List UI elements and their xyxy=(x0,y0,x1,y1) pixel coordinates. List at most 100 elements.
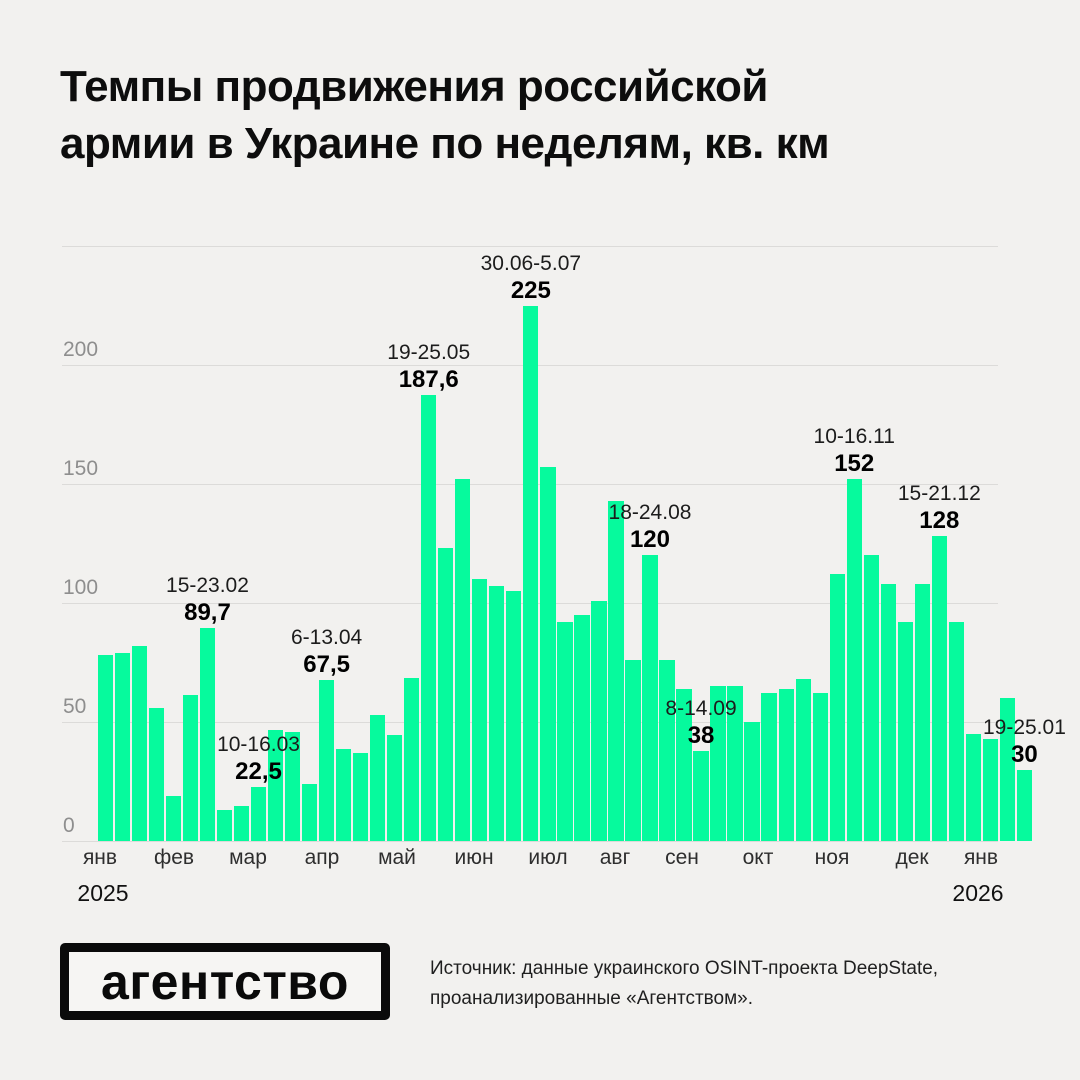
bar-week-8 xyxy=(216,810,233,841)
annotation-value: 89,7 xyxy=(184,598,231,626)
gridline-250 xyxy=(62,246,998,247)
bar-week-30 xyxy=(591,600,607,841)
bar-week-39 xyxy=(744,722,760,841)
bar-week-47 xyxy=(880,583,896,841)
bar-week-42 xyxy=(795,679,811,841)
bar-week-9 xyxy=(233,806,250,841)
annotation-date: 30.06-5.07 xyxy=(480,251,582,275)
bar-week-5 xyxy=(165,795,182,841)
bar-week-15 xyxy=(335,749,352,841)
y-axis-label-150: 150 xyxy=(63,457,99,480)
bar-week-3 xyxy=(131,645,148,841)
annotation-date: 8-14.09 xyxy=(665,696,737,720)
bar-week-26 xyxy=(523,305,539,841)
x-axis-month-4: май xyxy=(378,846,416,869)
x-axis-month-3: апр xyxy=(304,846,340,869)
source-line2: проанализированные «Агентством». xyxy=(430,988,753,1009)
bar-week-7 xyxy=(199,627,216,841)
annotation-date: 19-25.01 xyxy=(982,715,1066,739)
bar-week-1 xyxy=(97,655,113,841)
annotation-18-24.08: 18-24.08 120 xyxy=(609,501,692,553)
bar-week-50 xyxy=(931,536,947,841)
bar-week-14 xyxy=(318,680,335,841)
x-axis-month-12: янв xyxy=(963,846,999,869)
bar-week-18 xyxy=(387,735,403,841)
year-label-2026: 2026 xyxy=(952,880,1004,906)
bar-week-25 xyxy=(506,591,522,841)
bar-week-17 xyxy=(370,714,386,841)
x-axis-month-7: авг xyxy=(599,846,631,869)
x-axis-month-1: фев xyxy=(153,846,195,869)
x-axis-month-8: сен xyxy=(665,846,699,869)
annotation-15-23.02: 15-23.02 89,7 xyxy=(166,574,249,626)
annotation-value: 30 xyxy=(1011,740,1038,768)
y-axis-label-50: 50 xyxy=(63,695,87,718)
annotation-10-16.03: 10-16.03 22,5 xyxy=(217,733,300,785)
bar-week-46 xyxy=(863,555,879,841)
bar-week-20 xyxy=(421,394,437,841)
source-note: Источник: данные украинского OSINT-проек… xyxy=(430,954,938,1014)
bar-week-13 xyxy=(301,783,318,841)
bar-week-38 xyxy=(727,686,743,841)
x-axis-month-2: мар xyxy=(229,846,267,869)
bar-week-27 xyxy=(540,467,556,841)
annotation-date: 15-21.12 xyxy=(897,482,981,506)
y-axis-label-200: 200 xyxy=(63,338,99,361)
bar-week-36 xyxy=(693,750,709,841)
chart-title-line2: армии в Украине по неделям, кв. км xyxy=(60,119,830,168)
chart-title-line1: Темпы продвижения российской xyxy=(60,62,768,111)
source-line1: Источник: данные украинского OSINT-проек… xyxy=(430,958,939,979)
bar-week-16 xyxy=(353,752,369,841)
annotation-15-21.12: 15-21.12 128 xyxy=(898,482,981,534)
bar-week-37 xyxy=(710,686,726,841)
year-label-2025: 2025 xyxy=(77,880,129,906)
bar-week-54 xyxy=(999,698,1016,841)
annotation-date: 19-25.05 xyxy=(387,340,471,364)
annotation-value: 187,6 xyxy=(398,365,459,393)
bar-week-28 xyxy=(557,622,573,841)
annotation-19-25.05: 19-25.05 187,6 xyxy=(387,341,470,393)
bar-week-4 xyxy=(148,707,165,841)
bar-week-29 xyxy=(574,614,590,841)
bar-week-19 xyxy=(404,677,420,841)
x-axis-month-5: июн xyxy=(454,846,494,869)
x-axis-month-0: янв xyxy=(82,846,118,869)
bar-week-53 xyxy=(982,738,999,841)
bar-week-24 xyxy=(489,586,505,841)
bar-week-51 xyxy=(948,622,964,841)
bar-week-2 xyxy=(114,652,131,841)
bar-week-49 xyxy=(914,583,930,841)
bar-week-41 xyxy=(778,688,794,841)
bar-week-23 xyxy=(472,579,488,841)
bar-week-40 xyxy=(761,693,777,841)
bar-week-34 xyxy=(659,660,675,841)
annotation-value: 38 xyxy=(687,721,715,749)
x-axis-month-9: окт xyxy=(742,846,774,869)
x-axis-month-11: дек xyxy=(895,846,929,869)
gridline-0 xyxy=(62,841,998,842)
bar-week-6 xyxy=(182,694,199,841)
bar-week-31 xyxy=(608,500,624,841)
annotation-value: 225 xyxy=(510,276,551,304)
y-axis-label-100: 100 xyxy=(63,576,99,599)
agentstvo-logo: агентство xyxy=(60,943,390,1020)
annotation-10-16.11: 10-16.11 152 xyxy=(814,425,895,477)
annotation-value: 128 xyxy=(919,507,960,535)
bar-week-55 xyxy=(1016,769,1033,841)
bar-week-12 xyxy=(284,731,301,841)
annotation-date: 10-16.11 xyxy=(813,425,895,449)
bar-week-48 xyxy=(897,622,913,841)
bar-week-52 xyxy=(965,733,982,841)
x-axis-month-6: июл xyxy=(528,846,568,869)
annotation-value: 152 xyxy=(834,450,875,478)
annotation-date: 18-24.08 xyxy=(608,501,692,525)
bar-week-22 xyxy=(455,479,471,841)
bar-week-44 xyxy=(829,574,845,841)
x-axis-month-10: ноя xyxy=(814,846,850,869)
annotation-value: 22,5 xyxy=(235,758,282,786)
annotation-6-13.04: 6-13.04 67,5 xyxy=(291,626,362,678)
bar-week-43 xyxy=(812,693,828,841)
bar-week-45 xyxy=(846,479,862,841)
annotation-value: 67,5 xyxy=(303,651,350,679)
annotation-date: 6-13.04 xyxy=(290,626,363,650)
